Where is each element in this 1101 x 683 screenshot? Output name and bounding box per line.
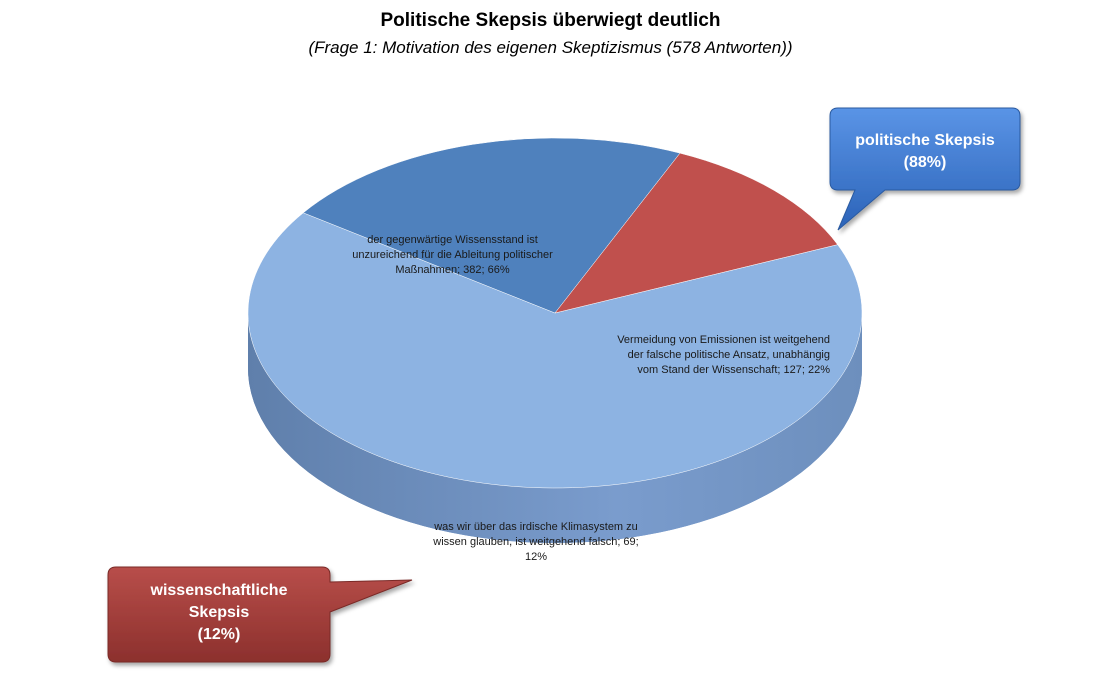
chart-title: Politische Skepsis überwiegt deutlich [380,10,721,31]
pie-slice-emissionen [302,137,681,314]
chart-subtitle: (Frage 1: Motivation des eigenen Skeptiz… [308,38,793,57]
callout-politische-line1: politische Skepsis [855,132,995,149]
slice-label-emissionen: Vermeidung von Emissionen ist weitgehend… [617,334,830,376]
pie-slice-wissensstand [247,212,863,489]
callout-politische-skepsis-text: politische Skepsis (88%) [830,130,1020,174]
pie-side-wissensstand-b [248,313,862,543]
slice-label-wissensstand: der gegenwärtige Wissensstand ist unzure… [352,234,553,276]
callout-wissenschaftliche-skepsis-text: wissenschaftliche Skepsis (12%) [108,580,330,646]
slice-label-klimasystem: was wir über das irdische Klimasystem zu… [433,521,639,563]
callout-wissenschaftliche-line2: Skepsis [188,604,250,621]
callout-politische-skepsis [829,107,1021,231]
callout-wissenschaftliche-skepsis [107,566,413,663]
callout-wissenschaftliche-line3: (12%) [197,626,241,643]
pie-slice-klimasystem [554,152,839,314]
callout-politische-line2: (88%) [903,154,947,171]
callout-wissenschaftliche-line1: wissenschaftliche [150,582,288,599]
